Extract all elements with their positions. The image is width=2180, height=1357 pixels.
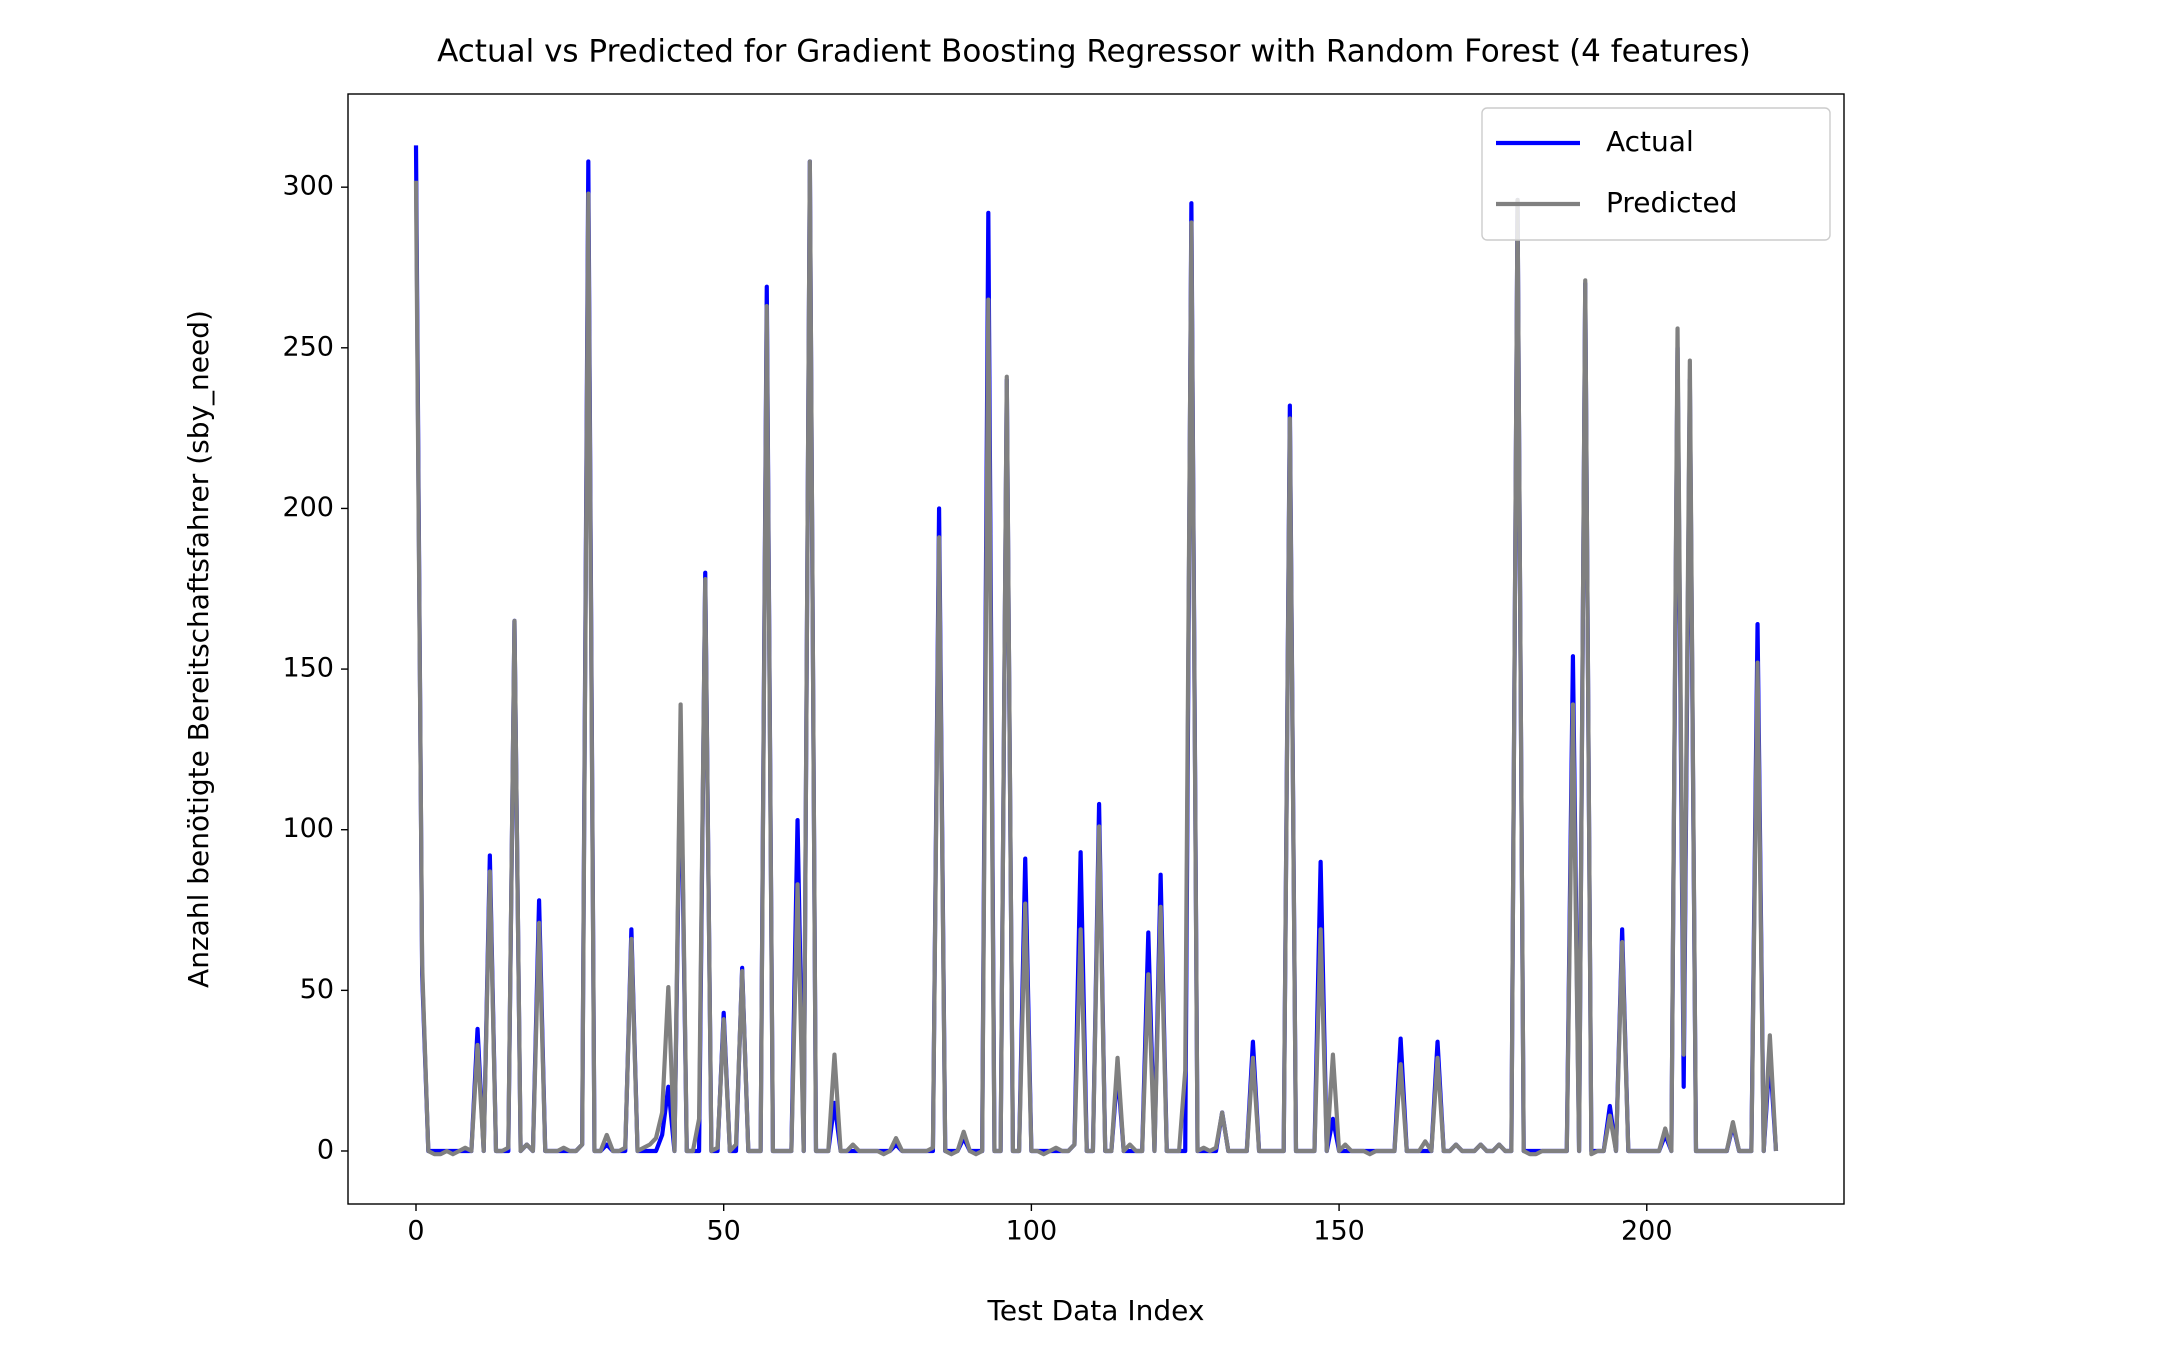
x-tick-label: 150 <box>1313 1216 1365 1247</box>
plot-frame <box>347 93 1845 1205</box>
legend-label: Predicted <box>1606 186 1737 219</box>
y-tick-label: 0 <box>317 1134 334 1165</box>
y-axis-label: Anzahl benötigte Bereitschaftsfahrer (sb… <box>182 310 215 988</box>
x-tick-label: 50 <box>707 1216 741 1247</box>
y-tick-label: 200 <box>282 492 334 523</box>
legend-label: Actual <box>1606 125 1694 158</box>
y-tick-label: 300 <box>282 171 334 202</box>
y-tick-label: 100 <box>282 813 334 844</box>
y-tick-label: 50 <box>300 974 334 1005</box>
x-tick-label: 200 <box>1621 1216 1673 1247</box>
y-tick-label: 150 <box>282 653 334 684</box>
x-tick-label: 100 <box>1006 1216 1058 1247</box>
x-tick-label: 0 <box>407 1216 424 1247</box>
chart-title: Actual vs Predicted for Gradient Boostin… <box>437 34 1751 70</box>
x-axis-label: Test Data Index <box>987 1294 1205 1327</box>
data-line <box>413 159 1779 1157</box>
y-tick-label: 250 <box>282 331 334 362</box>
